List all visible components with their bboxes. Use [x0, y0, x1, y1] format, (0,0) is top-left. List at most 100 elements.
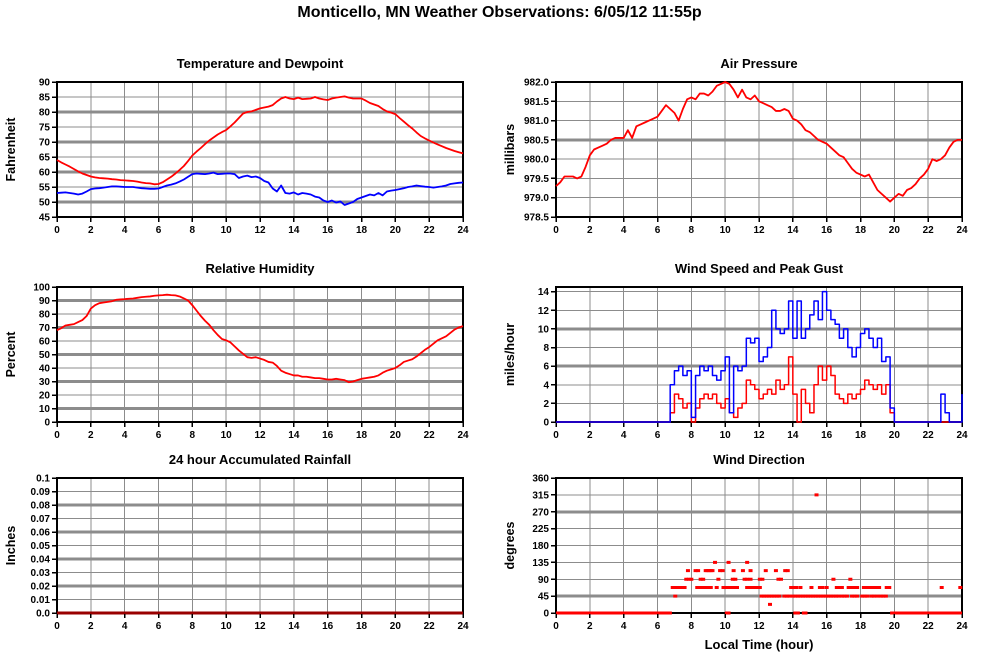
x-tick-label: 0 — [553, 621, 559, 632]
x-tick-label: 20 — [390, 430, 402, 441]
scatter-point — [760, 577, 765, 581]
x-tick-label: 20 — [889, 430, 901, 441]
scatter-point — [793, 594, 798, 598]
y-tick-label: 20 — [39, 391, 51, 402]
chart-temperature-dewpoint: 0 2 4 6 8 10 12 14 16 18 20 22 249085807570656055504… — [4, 56, 469, 236]
x-tick-label: 16 — [821, 430, 833, 441]
scatter-point — [724, 586, 729, 589]
x-tick-label: 4 — [621, 225, 627, 236]
scatter-point — [836, 594, 841, 598]
y-tick-label: 45 — [538, 592, 550, 603]
scatter-point — [866, 586, 871, 589]
x-tick-label: 18 — [855, 621, 867, 632]
scatter-point — [823, 594, 828, 598]
scatter-point — [686, 577, 691, 581]
scatter-point — [872, 586, 877, 589]
scatter-point — [757, 577, 762, 581]
scatter-point — [748, 569, 753, 573]
scatter-point — [755, 586, 760, 589]
x-tick-label: 24 — [457, 430, 469, 441]
scatter-point — [875, 594, 880, 598]
y-tick-label: 55 — [39, 183, 51, 194]
y-tick-label: 360 — [532, 474, 549, 485]
scatter-point — [861, 586, 866, 589]
scatter-point — [850, 586, 855, 589]
x-tick-label: 12 — [254, 430, 266, 441]
scatter-point — [881, 594, 886, 598]
scatter-point — [720, 569, 725, 573]
x-tick-label: 8 — [190, 225, 196, 236]
y-tick-label: 0.03 — [31, 568, 51, 579]
scatter-point — [874, 586, 879, 589]
scatter-point — [729, 586, 734, 589]
x-tick-label: 10 — [221, 225, 233, 236]
scatter-point — [778, 577, 783, 581]
scatter-point — [790, 594, 795, 598]
y-tick-label: 978.5 — [524, 213, 549, 224]
scatter-point — [818, 594, 823, 598]
scatter-point — [745, 560, 750, 564]
y-tick-label: 10 — [39, 404, 51, 415]
x-tick-label: 24 — [457, 225, 469, 236]
chart-title: Air Pressure — [720, 56, 797, 71]
scatter-point — [842, 594, 847, 598]
x-tick-label: 10 — [720, 225, 732, 236]
y-tick-label: 100 — [33, 283, 50, 294]
scatter-point — [869, 586, 874, 589]
y-tick-label: 75 — [39, 123, 51, 134]
x-tick-label: 24 — [457, 621, 469, 632]
series-humidity — [56, 293, 464, 384]
scatter-point — [850, 594, 855, 598]
plot-border — [56, 81, 464, 218]
x-tick-label: 10 — [720, 621, 732, 632]
scatter-point — [769, 594, 774, 598]
x-tick-label: 2 — [587, 225, 593, 236]
scatter-point — [730, 577, 735, 581]
y-tick-label: 981.5 — [524, 97, 549, 108]
scatter-point — [740, 569, 745, 573]
scatter-point — [733, 577, 738, 581]
x-tick-label: 24 — [956, 430, 968, 441]
scatter-point — [689, 577, 694, 581]
y-axis-label: degrees — [503, 521, 517, 569]
scatter-point — [710, 569, 715, 573]
x-tick-label: 0 — [553, 430, 559, 441]
x-tick-label: 16 — [322, 430, 334, 441]
scatter-point — [767, 594, 772, 598]
scatter-point — [783, 569, 788, 573]
x-tick-label: 2 — [587, 621, 593, 632]
scatter-point — [803, 611, 808, 615]
y-tick-label: 979.5 — [524, 174, 549, 185]
y-tick-label: 70 — [39, 138, 51, 149]
scatter-point — [852, 594, 857, 598]
x-tick-label: 14 — [787, 621, 799, 632]
y-tick-label: 135 — [532, 558, 549, 569]
scatter-point — [855, 594, 860, 598]
scatter-point — [800, 594, 805, 598]
chart-wind-direction: 0 2 4 6 8 10 12 14 16 18 20 22 243603152702251801359… — [503, 452, 968, 652]
scatter-point — [718, 569, 723, 573]
x-tick-label: 0 — [553, 225, 559, 236]
y-axis-label: Percent — [4, 331, 18, 378]
y-tick-label: 90 — [538, 575, 550, 586]
y-tick-label: 982.0 — [524, 78, 549, 89]
chart-title: Temperature and Dewpoint — [177, 56, 344, 71]
y-tick-label: 0.09 — [31, 487, 51, 498]
x-tick-label: 22 — [923, 225, 935, 236]
x-tick-label: 24 — [956, 225, 968, 236]
y-tick-label: 70 — [39, 323, 51, 334]
x-tick-label: 20 — [889, 621, 901, 632]
y-axis-label: Fahrenheit — [4, 117, 18, 182]
scatter-point — [701, 577, 706, 581]
scatter-point — [787, 594, 792, 598]
x-tick-label: 22 — [424, 430, 436, 441]
x-tick-label: 6 — [655, 621, 661, 632]
scatter-point — [817, 586, 822, 589]
x-tick-label: 14 — [288, 225, 300, 236]
scatter-point — [834, 586, 839, 589]
x-tick-label: 0 — [54, 621, 60, 632]
x-tick-label: 8 — [190, 430, 196, 441]
x-tick-label: 22 — [923, 430, 935, 441]
x-axis-label: Local Time (hour) — [705, 637, 814, 652]
